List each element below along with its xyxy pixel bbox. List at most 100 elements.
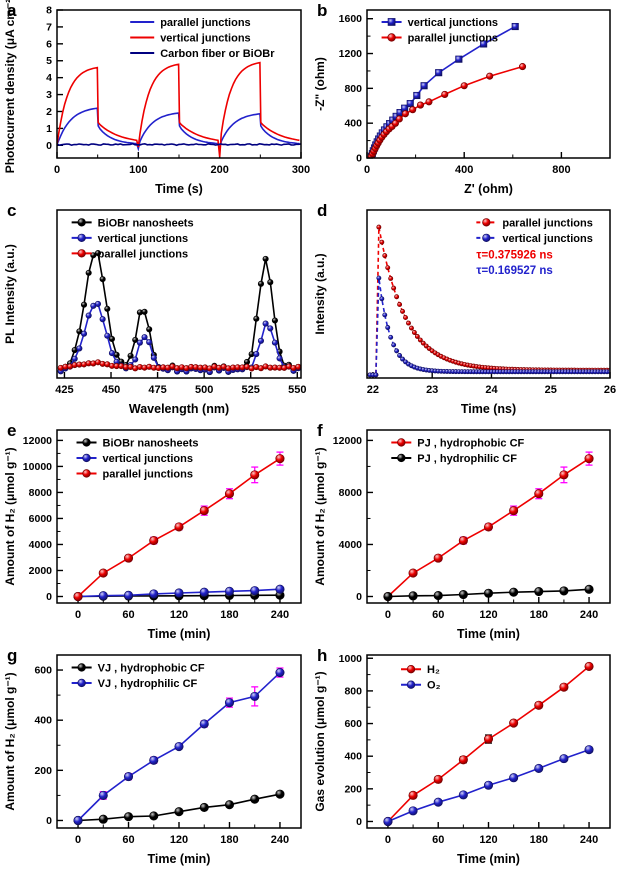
axes: 0 60 120 180 240 0 200 400 600 800 1000 Time (min) G… (313, 653, 598, 866)
svg-text:23: 23 (426, 384, 438, 396)
svg-text:3: 3 (46, 89, 52, 101)
svg-text:475: 475 (148, 384, 166, 396)
chart-trpl-decay: 22 23 24 25 26 Time (ns) Intensity (a.u.) paral… (313, 209, 616, 416)
svg-text:450: 450 (102, 384, 120, 396)
svg-text:22: 22 (367, 384, 379, 396)
svg-text:8000: 8000 (339, 487, 363, 499)
svg-text:400: 400 (344, 751, 362, 763)
annotation: τ=0.169527 ns (476, 265, 552, 277)
panel-letter-b: b (317, 1, 328, 20)
legend: H₂ O₂ (401, 664, 441, 692)
series-VJ , hydrophobic CF (73, 789, 285, 826)
svg-text:0: 0 (75, 609, 81, 621)
svg-text:0: 0 (46, 140, 52, 152)
chart-impedance: 0 400 800 0 400 800 1200 1600 Z' (ohm) -Z" (ohm) v… (313, 9, 611, 196)
svg-text:200: 200 (34, 765, 52, 777)
svg-text:Amount of H₂ (μmol g⁻¹): Amount of H₂ (μmol g⁻¹) (3, 672, 17, 810)
svg-text:0: 0 (385, 609, 391, 621)
svg-text:0: 0 (54, 164, 60, 176)
chart-h2-vj: 0 60 120 180 240 0 200 400 600 Time (min) Amount o… (3, 654, 302, 866)
svg-text:O₂: O₂ (427, 680, 441, 692)
panel-b: b 0 400 800 0 400 800 1200 1600 Z' (ohm) -Z" (ohm… (310, 0, 619, 200)
svg-text:0: 0 (364, 164, 370, 176)
svg-text:parallel junctions: parallel junctions (408, 32, 498, 44)
svg-text:8000: 8000 (29, 487, 53, 499)
svg-text:60: 60 (122, 609, 134, 621)
svg-text:8: 8 (46, 5, 52, 17)
svg-text:PL Intensity (a.u.): PL Intensity (a.u.) (3, 244, 17, 344)
svg-text:BiOBr nanosheets: BiOBr nanosheets (98, 217, 194, 229)
chart-gas-evolution: 0 60 120 180 240 0 200 400 600 800 1000 Time (min) G… (313, 653, 611, 866)
svg-text:120: 120 (170, 834, 188, 846)
svg-text:Z' (ohm): Z' (ohm) (464, 182, 513, 196)
panel-c: c 425 450 475 500 525 550 Wavelength (nm) PL In… (0, 200, 310, 420)
svg-text:25: 25 (545, 384, 557, 396)
svg-text:PJ , hydrophilic CF: PJ , hydrophilic CF (417, 453, 517, 465)
svg-text:PJ , hydrophobic CF: PJ , hydrophobic CF (417, 437, 524, 449)
svg-text:6000: 6000 (29, 513, 53, 525)
svg-text:550: 550 (288, 384, 306, 396)
svg-text:425: 425 (55, 384, 73, 396)
series-parallel junctions (73, 451, 285, 602)
svg-text:parallel junctions: parallel junctions (502, 217, 592, 229)
svg-text:0: 0 (385, 834, 391, 846)
svg-text:6: 6 (46, 38, 52, 50)
series-vertical junctions (57, 61, 300, 157)
svg-text:12000: 12000 (333, 435, 362, 447)
axes: 425 450 475 500 525 550 Wavelength (nm) PL Inte… (3, 244, 306, 416)
series-O₂ (383, 745, 594, 827)
svg-text:60: 60 (432, 834, 444, 846)
legend: parallel junctions vertical junctions Carb… (130, 17, 275, 60)
svg-text:Amount of H₂ (μmol g⁻¹): Amount of H₂ (μmol g⁻¹) (3, 447, 17, 585)
svg-text:120: 120 (170, 609, 188, 621)
series-parallel junctions (57, 107, 300, 152)
panel-letter-a: a (7, 1, 17, 20)
svg-text:Amount of H₂ (μmol g⁻¹): Amount of H₂ (μmol g⁻¹) (313, 447, 327, 585)
series-Carbon fiber or BiOBr (57, 142, 301, 147)
chart-photocurrent: 0 100 200 300 0 1 2 3 4 5 6 7 8 Time (s) Photocurrent … (3, 0, 310, 196)
svg-text:800: 800 (344, 83, 362, 95)
legend: vertical junctions parallel junctions (381, 17, 498, 44)
svg-text:Photocurrent density (μA cm⁻²): Photocurrent density (μA cm⁻²) (3, 0, 17, 173)
svg-text:5: 5 (46, 55, 52, 67)
svg-text:Time (min): Time (min) (148, 852, 211, 866)
panel-g: g 0 60 120 180 240 0 200 400 600 Time (min) Amount… (0, 645, 310, 870)
svg-text:0: 0 (356, 153, 362, 165)
svg-text:vertical junctions: vertical junctions (103, 453, 193, 465)
legend: BiOBr nanosheets vertical junctions parall… (71, 217, 194, 260)
axes: 22 23 24 25 26 Time (ns) Intensity (a.u.) (313, 253, 616, 416)
svg-text:BiOBr nanosheets: BiOBr nanosheets (103, 437, 199, 449)
series-H₂ (383, 661, 594, 827)
axes: 0 60 120 180 240 0 4000 8000 12000 Time (min) Amou… (313, 435, 598, 641)
svg-text:0: 0 (356, 816, 362, 828)
svg-text:10000: 10000 (23, 461, 52, 473)
svg-text:2: 2 (46, 106, 52, 118)
series-parallel junctions (57, 359, 301, 372)
svg-text:800: 800 (552, 164, 570, 176)
svg-text:180: 180 (530, 834, 548, 846)
svg-text:180: 180 (530, 609, 548, 621)
svg-text:24: 24 (485, 384, 498, 396)
svg-text:parallel junctions: parallel junctions (103, 468, 193, 480)
panel-letter-e: e (7, 421, 17, 440)
panel-letter-d: d (317, 201, 328, 220)
axes: 0 400 800 0 400 800 1200 1600 Z' (ohm) -Z" (ohm) (313, 13, 611, 196)
svg-text:vertical junctions: vertical junctions (98, 233, 188, 245)
svg-text:26: 26 (604, 384, 616, 396)
svg-text:vertical junctions: vertical junctions (160, 32, 250, 44)
svg-text:0: 0 (356, 591, 362, 603)
panel-letter-f: f (317, 421, 323, 440)
svg-text:vertical junctions: vertical junctions (502, 233, 592, 245)
svg-text:Time (s): Time (s) (155, 182, 203, 196)
svg-text:200: 200 (210, 164, 228, 176)
svg-text:240: 240 (271, 834, 289, 846)
svg-text:VJ , hydrophobic CF: VJ , hydrophobic CF (98, 662, 205, 674)
svg-text:120: 120 (479, 834, 497, 846)
axes: 0 60 120 180 240 0 200 400 600 Time (min) Amount o… (3, 665, 289, 866)
svg-text:200: 200 (344, 783, 362, 795)
panel-letter-c: c (7, 201, 17, 220)
svg-text:525: 525 (242, 384, 260, 396)
svg-text:Time (min): Time (min) (148, 627, 211, 641)
panel-f: f 0 60 120 180 240 0 4000 8000 12000 Time (min) Am… (310, 420, 619, 645)
